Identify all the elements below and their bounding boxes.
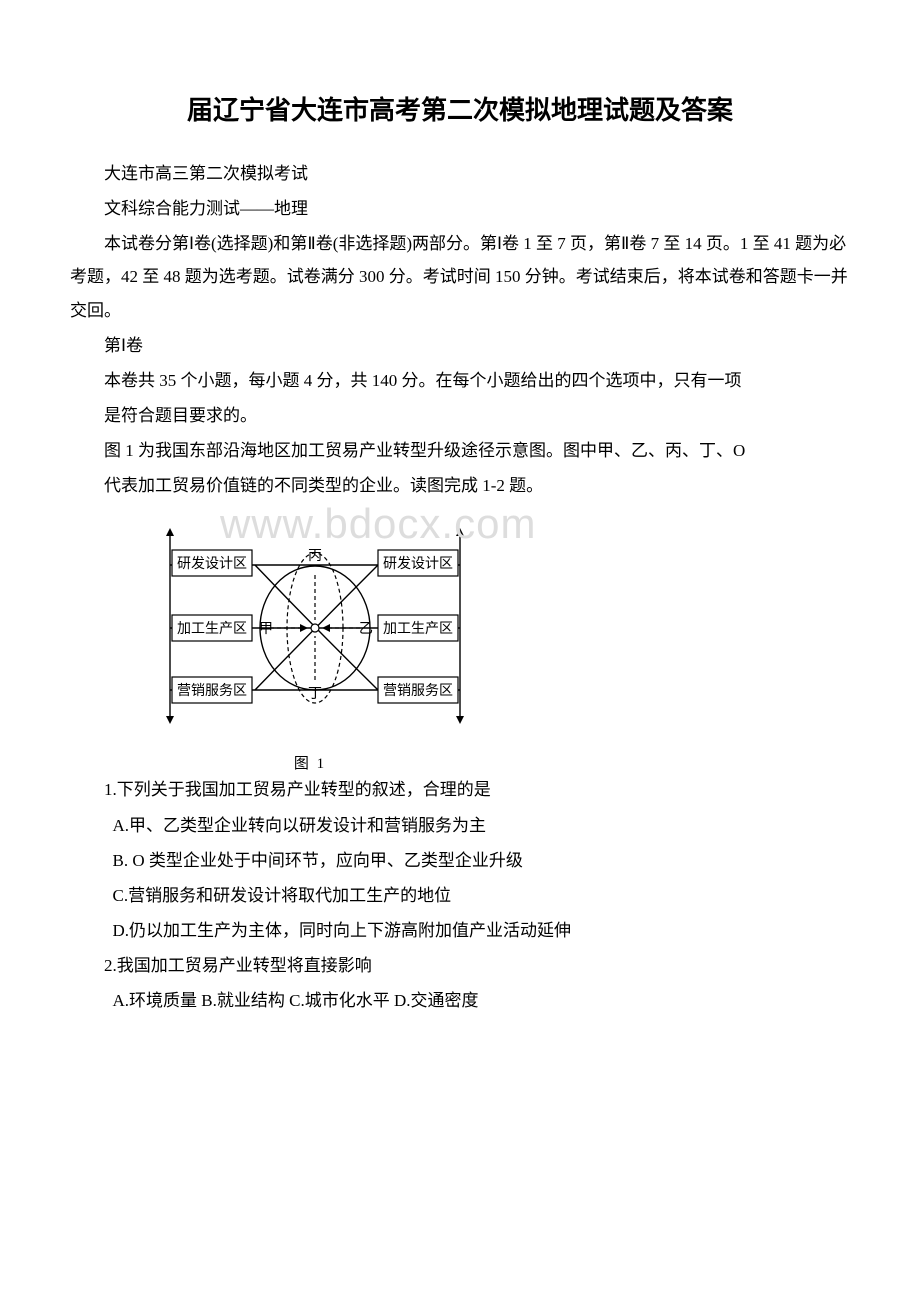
label-jia: 甲 [259, 622, 273, 637]
figure-intro-1: 图 1 为我国东部沿海地区加工贸易产业转型升级途径示意图。图中甲、乙、丙、丁、O [70, 434, 850, 467]
label-ding: 丁 [308, 687, 322, 702]
figure-intro-2: 代表加工贸易价值链的不同类型的企业。读图完成 1-2 题。 [70, 469, 850, 502]
q1-option-b: B. O 类型企业处于中间环节，应向甲、乙类型企业升级 [70, 844, 850, 877]
q1-option-a: A.甲、乙类型企业转向以研发设计和营销服务为主 [70, 809, 850, 842]
section-header: 第Ⅰ卷 [70, 329, 850, 362]
label-right-top: 研发设计区 [383, 556, 453, 572]
label-right-mid: 加工生产区 [383, 621, 453, 637]
exam-header-1: 大连市高三第二次模拟考试 [70, 157, 850, 190]
question-1: 1.下列关于我国加工贸易产业转型的叙述，合理的是 [70, 773, 850, 806]
section-desc-1: 本卷共 35 个小题，每小题 4 分，共 140 分。在每个小题给出的四个选项中… [70, 364, 850, 397]
page-title: 届辽宁省大连市高考第二次模拟地理试题及答案 [70, 90, 850, 127]
label-left-top: 研发设计区 [177, 556, 247, 572]
exam-header-2: 文科综合能力测试——地理 [70, 192, 850, 225]
q1-option-c: C.营销服务和研发设计将取代加工生产的地位 [70, 879, 850, 912]
instructions: 本试卷分第Ⅰ卷(选择题)和第Ⅱ卷(非选择题)两部分。第Ⅰ卷 1 至 7 页，第Ⅱ… [70, 227, 850, 326]
figure-1-diagram: 研发设计区 加工生产区 营销服务区 研发设计区 加工生产区 营销服务区 [140, 520, 850, 740]
question-2: 2.我国加工贸易产业转型将直接影响 [70, 949, 850, 982]
section-desc-2: 是符合题目要求的。 [70, 399, 850, 432]
figure-caption: 图 1 [140, 752, 480, 773]
q1-option-d: D.仍以加工生产为主体，同时向上下游高附加值产业活动延伸 [70, 914, 850, 947]
label-left-mid: 加工生产区 [177, 621, 247, 637]
label-bing: 丙 [308, 549, 322, 564]
label-right-bot: 营销服务区 [383, 683, 453, 699]
q2-options: A.环境质量 B.就业结构 C.城市化水平 D.交通密度 [70, 984, 850, 1017]
label-yi: 乙 [359, 621, 373, 637]
label-left-bot: 营销服务区 [177, 683, 247, 699]
